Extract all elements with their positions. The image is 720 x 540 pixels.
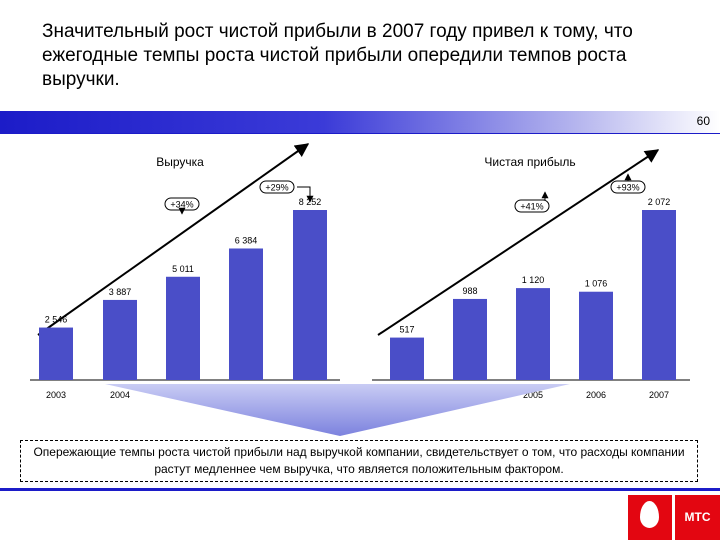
chart-title: Чистая прибыль <box>484 155 575 169</box>
trend-arrow <box>377 149 660 336</box>
growth-label: +41% <box>520 202 543 212</box>
bar-2005 <box>516 288 550 380</box>
mts-logo-egg <box>628 495 672 540</box>
growth-label: +93% <box>616 183 639 193</box>
value-label-2007: 2 072 <box>648 197 671 207</box>
egg-icon <box>640 501 659 528</box>
trend-arrow <box>37 143 310 336</box>
bar-2006 <box>229 248 263 380</box>
value-label-2003: 2 546 <box>45 315 68 325</box>
category-label-2004: 2004 <box>110 390 130 400</box>
category-label-2005: 2005 <box>523 390 543 400</box>
conclusion-note: Опережающие темпы роста чистой прибыли н… <box>20 440 698 482</box>
value-label-2004: 3 887 <box>109 287 132 297</box>
growth-label: +34% <box>170 200 193 210</box>
growth-label: +29% <box>265 183 288 193</box>
mts-logo-text: МТС <box>675 495 720 540</box>
value-label-2004: 988 <box>462 286 477 296</box>
growth-pointer <box>297 186 314 203</box>
growth-badge <box>259 180 295 194</box>
header-band-line <box>0 133 720 134</box>
bar-2006 <box>579 291 613 380</box>
bar-2004 <box>103 299 137 380</box>
bar-2003 <box>39 327 73 380</box>
value-label-2003: 517 <box>399 325 414 335</box>
chart-title: Выручка <box>156 155 204 169</box>
charts-area: Выручка 2 546 2003 3 887 2004 5 011 2005 6 384 2… <box>30 143 690 436</box>
bar-2004 <box>453 298 487 380</box>
category-label-2006: 2006 <box>586 390 606 400</box>
growth-pointer <box>532 191 549 201</box>
slide-title: Значительный рост чистой прибыли в 2007 … <box>42 21 633 90</box>
bar-2003 <box>390 337 424 380</box>
category-label-2003: 2003 <box>46 390 66 400</box>
value-label-2006: 6 384 <box>235 235 258 245</box>
value-label-2005: 1 120 <box>522 275 545 285</box>
page-number: 60 <box>696 114 710 128</box>
category-label-2007: 2007 <box>649 390 669 400</box>
value-label-2006: 1 076 <box>585 279 608 289</box>
bar-2007 <box>642 210 676 380</box>
bar-2005 <box>166 276 200 380</box>
value-label-2005: 5 011 <box>172 264 194 274</box>
bar-2007 <box>293 210 327 380</box>
header-band: 60 <box>0 111 720 133</box>
footer-line <box>0 488 720 491</box>
comparison-arrow-shape <box>105 384 570 436</box>
